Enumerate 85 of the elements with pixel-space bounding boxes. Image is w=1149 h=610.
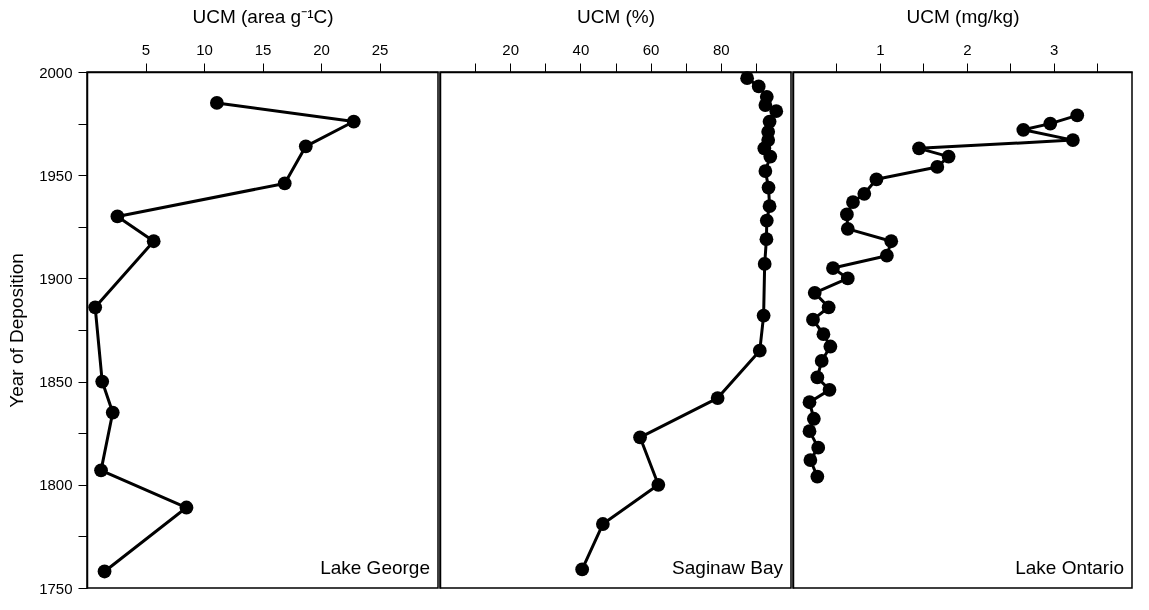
point [346,114,361,129]
point [751,79,766,94]
point [814,354,829,368]
point [941,149,956,164]
point [816,327,831,342]
point [761,180,776,195]
point [826,261,840,275]
point [97,564,112,579]
point [757,257,772,271]
point [810,370,825,385]
point [298,139,313,154]
point [575,562,590,577]
x-axis-title: UCM (area g⁻¹C) [192,5,334,27]
point [740,71,755,86]
point [94,463,108,478]
x-tick-label: 2 [963,40,972,58]
point [840,271,855,286]
x-tick-label: 20 [313,40,330,58]
point [846,195,860,209]
point [869,172,884,187]
y-tick-label: 1800 [39,476,73,494]
x-tick-label: 3 [1050,40,1059,58]
point [807,285,822,300]
point [803,453,818,467]
point [806,312,820,327]
point [802,424,817,439]
point [710,391,725,405]
point [840,207,854,222]
point [110,209,125,224]
x-axis-title: UCM (mg/kg) [906,5,1020,27]
point [884,234,899,249]
point [651,477,666,492]
point [752,343,767,358]
point [857,186,872,201]
point [810,469,825,484]
point [95,374,110,389]
point [762,199,777,214]
point [912,141,926,156]
point [209,96,224,110]
x-tick-label: 25 [371,40,389,58]
point [822,382,837,397]
point [840,221,855,236]
point [105,405,120,420]
point [763,149,778,164]
point [277,176,292,191]
y-tick-label: 1750 [39,579,73,597]
x-tick-label: 15 [254,40,272,58]
point [879,248,894,263]
x-tick-label: 10 [196,40,213,58]
point [802,395,817,410]
point [759,232,774,247]
y-tick-label: 1900 [39,269,73,287]
point [769,104,784,119]
x-tick-label: 40 [572,40,590,58]
point [595,517,610,531]
y-tick-label: 2000 [39,63,73,81]
point [930,160,945,174]
point [758,164,773,178]
point [811,440,826,455]
point [1043,116,1058,131]
point [806,411,821,426]
annotation: Saginaw Bay [672,557,784,578]
point [633,430,647,445]
x-tick-label: 20 [502,40,520,58]
point [179,500,194,515]
point [758,98,773,112]
annotation: Lake Ontario [1015,557,1124,578]
x-tick-label: 80 [712,40,730,58]
x-axis-title: UCM (%) [576,5,656,27]
y-axis-title: Year of Deposition [6,253,28,408]
point [756,308,771,323]
x-tick-label: 1 [876,40,885,58]
annotation: Lake George [320,557,430,578]
x-tick-label: 60 [642,40,660,58]
point [821,300,836,315]
y-tick-label: 1850 [39,373,73,391]
point [1016,122,1031,137]
point [146,234,161,249]
point [1070,108,1085,123]
y-tick-label: 1950 [39,166,73,184]
point [88,300,103,315]
point [759,213,774,228]
point [1066,133,1080,147]
point [823,339,838,354]
x-tick-label: 5 [141,40,151,58]
